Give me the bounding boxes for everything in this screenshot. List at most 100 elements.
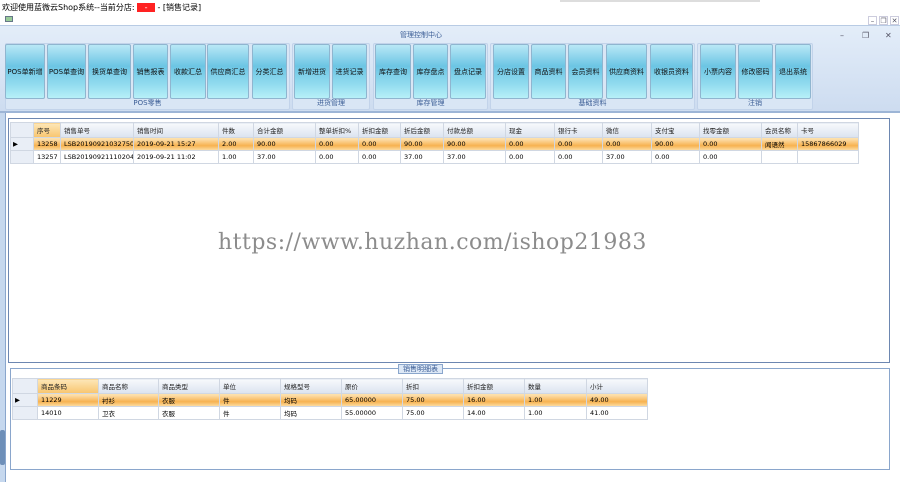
column-header[interactable]: 销售时间 bbox=[133, 122, 219, 138]
table-cell[interactable]: 均码 bbox=[280, 393, 342, 407]
select-all-cell[interactable] bbox=[10, 122, 34, 138]
table-row[interactable]: ▶ 13258 LSB20190921032750 2019-09-21 15:27 2… bbox=[10, 137, 859, 151]
table-cell[interactable]: LSB20190921032750 bbox=[60, 137, 134, 151]
table-cell[interactable]: 37.00 bbox=[253, 150, 316, 164]
table-cell[interactable]: 90.00 bbox=[651, 137, 700, 151]
column-header[interactable]: 折扣 bbox=[402, 378, 464, 394]
select-all-cell[interactable] bbox=[12, 378, 38, 394]
table-cell[interactable]: 衣服 bbox=[158, 406, 220, 420]
table-cell[interactable]: 2019-09-21 15:27 bbox=[133, 137, 219, 151]
table-cell[interactable]: 0.00 bbox=[505, 150, 555, 164]
table-cell[interactable]: 55.00000 bbox=[341, 406, 403, 420]
table-cell[interactable]: 90.00 bbox=[253, 137, 316, 151]
app-icon[interactable] bbox=[5, 16, 13, 22]
column-header[interactable]: 微信 bbox=[602, 122, 652, 138]
column-header[interactable]: 支付宝 bbox=[651, 122, 700, 138]
column-header[interactable]: 商品条码 bbox=[37, 378, 99, 394]
column-header[interactable]: 规格型号 bbox=[280, 378, 342, 394]
scrollbar-thumb[interactable] bbox=[0, 430, 5, 465]
table-cell[interactable]: 0.00 bbox=[699, 150, 762, 164]
ribbon-button[interactable]: 分店设置 bbox=[493, 44, 529, 99]
mdi-restore-button[interactable]: ❐ bbox=[879, 16, 888, 25]
ribbon-button[interactable]: 退出系统 bbox=[775, 44, 811, 99]
table-cell[interactable]: 37.00 bbox=[443, 150, 506, 164]
ribbon-button[interactable]: 修改密码 bbox=[738, 44, 773, 99]
row-header[interactable]: ▶ bbox=[12, 393, 38, 407]
row-header[interactable]: ▶ bbox=[10, 137, 34, 151]
column-header[interactable]: 原价 bbox=[341, 378, 403, 394]
ribbon-button[interactable]: 小票内容 bbox=[700, 44, 736, 99]
ribbon-button[interactable]: 收银员资料 bbox=[650, 44, 693, 99]
table-cell[interactable]: 13258 bbox=[33, 137, 61, 151]
mdi-close-button[interactable]: ✕ bbox=[890, 16, 899, 25]
table-cell[interactable]: 件 bbox=[219, 406, 281, 420]
ribbon-button[interactable]: 进货记录 bbox=[332, 44, 367, 99]
table-cell[interactable]: 0.00 bbox=[315, 137, 359, 151]
ribbon-button[interactable]: 新增进货 bbox=[294, 44, 330, 99]
ribbon-button[interactable]: 库存查询 bbox=[375, 44, 411, 99]
table-cell[interactable]: 卫衣 bbox=[98, 406, 159, 420]
column-header[interactable]: 商品类型 bbox=[158, 378, 220, 394]
column-header[interactable]: 折后金额 bbox=[400, 122, 444, 138]
column-header[interactable]: 银行卡 bbox=[554, 122, 603, 138]
table-cell[interactable]: 闻语然 bbox=[761, 137, 798, 151]
table-cell[interactable]: 均码 bbox=[280, 406, 342, 420]
column-header[interactable]: 找零金额 bbox=[699, 122, 762, 138]
ribbon-button[interactable]: 收款汇总 bbox=[170, 44, 206, 99]
table-row[interactable]: 13257 LSB20190921110204 2019-09-21 11:02 1.… bbox=[10, 150, 859, 164]
column-header[interactable]: 整单折扣% bbox=[315, 122, 359, 138]
table-cell[interactable]: 75.00 bbox=[402, 393, 464, 407]
ribbon-button[interactable]: POS单查询 bbox=[47, 44, 86, 99]
table-cell[interactable]: 14010 bbox=[37, 406, 99, 420]
ribbon-button[interactable]: 会员资料 bbox=[568, 44, 603, 99]
table-cell[interactable]: 0.00 bbox=[315, 150, 359, 164]
table-cell[interactable]: 75.00 bbox=[402, 406, 464, 420]
ribbon-button[interactable]: 商品资料 bbox=[531, 44, 566, 99]
table-cell[interactable]: LSB20190921110204 bbox=[60, 150, 134, 164]
ribbon-button[interactable]: POS单新增 bbox=[5, 44, 45, 99]
table-cell[interactable]: 0.00 bbox=[358, 137, 401, 151]
table-cell[interactable]: 13257 bbox=[33, 150, 61, 164]
column-header[interactable]: 序号 bbox=[33, 122, 61, 138]
ribbon-button[interactable]: 销售报表 bbox=[133, 44, 168, 99]
column-header[interactable]: 折扣金额 bbox=[463, 378, 525, 394]
mdi-minimize-button[interactable]: – bbox=[868, 16, 877, 25]
column-header[interactable]: 小计 bbox=[586, 378, 648, 394]
table-cell[interactable]: 0.00 bbox=[699, 137, 762, 151]
column-header[interactable]: 现金 bbox=[505, 122, 555, 138]
column-header[interactable]: 会员名称 bbox=[761, 122, 798, 138]
table-cell[interactable]: 2019-09-21 11:02 bbox=[133, 150, 219, 164]
table-cell[interactable]: 37.00 bbox=[602, 150, 652, 164]
table-cell[interactable]: 2.00 bbox=[218, 137, 254, 151]
minimize-button[interactable]: – bbox=[840, 31, 844, 40]
table-cell[interactable]: 0.00 bbox=[554, 137, 603, 151]
table-cell[interactable]: 0.00 bbox=[554, 150, 603, 164]
table-cell[interactable]: 90.00 bbox=[443, 137, 506, 151]
table-cell[interactable]: 0.00 bbox=[651, 150, 700, 164]
table-cell[interactable]: 0.00 bbox=[358, 150, 401, 164]
column-header[interactable]: 合计金额 bbox=[253, 122, 316, 138]
column-header[interactable]: 商品名称 bbox=[98, 378, 159, 394]
column-header[interactable]: 件数 bbox=[218, 122, 254, 138]
column-header[interactable]: 折扣金额 bbox=[358, 122, 401, 138]
table-cell[interactable] bbox=[761, 150, 798, 164]
column-header[interactable]: 单位 bbox=[219, 378, 281, 394]
table-cell[interactable]: 0.00 bbox=[505, 137, 555, 151]
table-cell[interactable]: 1.00 bbox=[218, 150, 254, 164]
table-cell[interactable]: 14.00 bbox=[463, 406, 525, 420]
ribbon-button[interactable]: 盘点记录 bbox=[450, 44, 486, 99]
table-cell[interactable]: 衬衫 bbox=[98, 393, 159, 407]
table-cell[interactable]: 90.00 bbox=[400, 137, 444, 151]
ribbon-button[interactable]: 分类汇总 bbox=[252, 44, 287, 99]
ribbon-button[interactable]: 库存盘点 bbox=[413, 44, 448, 99]
column-header[interactable]: 数量 bbox=[524, 378, 587, 394]
table-cell[interactable]: 49.00 bbox=[586, 393, 648, 407]
row-header[interactable] bbox=[10, 150, 34, 164]
ribbon-button[interactable]: 供应商资料 bbox=[606, 44, 647, 99]
table-cell[interactable]: 65.00000 bbox=[341, 393, 403, 407]
row-header[interactable] bbox=[12, 406, 38, 420]
table-cell[interactable]: 衣服 bbox=[158, 393, 220, 407]
table-cell[interactable]: 37.00 bbox=[400, 150, 444, 164]
table-cell[interactable] bbox=[797, 150, 859, 164]
table-row[interactable]: ▶ 11229 衬衫 衣服件均码 65.00000 75.00 16.00 1.00 49.00 bbox=[12, 393, 648, 407]
